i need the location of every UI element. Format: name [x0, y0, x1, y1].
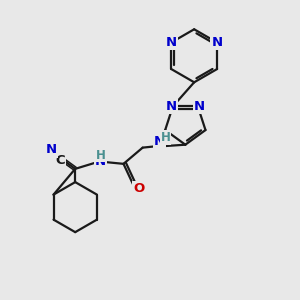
- Text: C: C: [56, 154, 65, 166]
- Text: N: N: [194, 100, 205, 113]
- Text: N: N: [95, 155, 106, 168]
- Text: O: O: [134, 182, 145, 195]
- Text: H: H: [96, 148, 106, 161]
- Text: N: N: [46, 143, 57, 157]
- Text: N: N: [212, 36, 223, 49]
- Text: N: N: [166, 100, 177, 113]
- Text: H: H: [161, 131, 170, 144]
- Text: N: N: [154, 135, 165, 148]
- Text: N: N: [166, 36, 177, 49]
